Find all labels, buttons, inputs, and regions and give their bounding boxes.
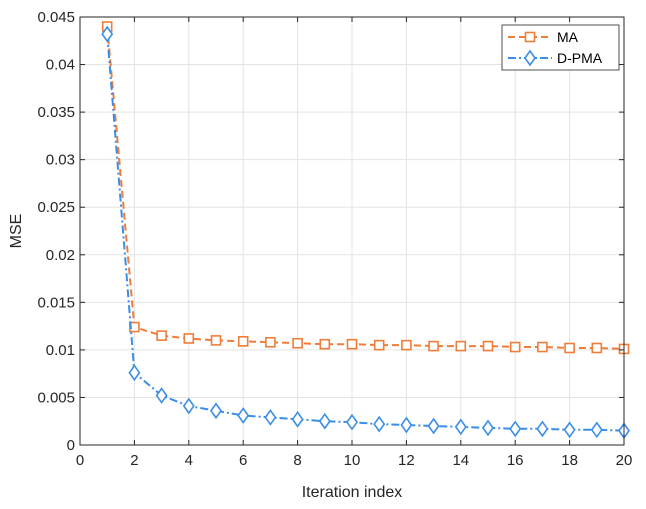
y-tick-label: 0.035 <box>37 104 75 121</box>
data-point-d-pma <box>128 364 141 382</box>
data-point-ma <box>319 338 331 350</box>
x-tick-label: 6 <box>239 452 247 469</box>
data-point-d-pma <box>536 420 549 438</box>
x-tick-label: 14 <box>452 452 469 469</box>
data-point-d-pma <box>563 421 576 439</box>
data-point-d-pma <box>291 410 304 428</box>
data-point-d-pma <box>237 407 250 424</box>
legend-ma-label: MA <box>557 29 579 45</box>
data-point-d-pma <box>400 416 413 434</box>
data-point-ma <box>482 340 494 352</box>
data-point-d-pma <box>509 420 522 438</box>
x-tick-label: 0 <box>76 452 84 469</box>
data-point-ma <box>210 335 222 346</box>
data-point-d-pma <box>590 421 603 439</box>
legend-entry-d-pma: D-PMA <box>508 49 603 67</box>
y-tick-label: 0.01 <box>46 342 75 359</box>
data-point-d-pma <box>318 412 331 430</box>
data-point-d-pma <box>373 415 386 433</box>
data-point-d-pma <box>210 402 222 420</box>
x-tick-label: 10 <box>344 452 361 469</box>
series-layer <box>101 21 630 440</box>
y-tick-label: 0.04 <box>46 57 75 74</box>
legend-ma-marker <box>524 31 536 43</box>
y-tick-label: 0.03 <box>46 152 75 169</box>
data-point-d-pma <box>182 397 195 415</box>
data-point-ma <box>509 341 521 353</box>
data-point-d-pma <box>482 419 494 437</box>
y-axis-title: MSE <box>8 214 25 249</box>
x-tick-label: 8 <box>293 452 301 469</box>
legend: MA D-PMA <box>501 24 620 71</box>
data-point-d-pma <box>264 409 277 426</box>
x-tick-label: 2 <box>130 452 138 469</box>
y-tick-label: 0 <box>67 437 75 454</box>
data-point-ma <box>292 337 303 349</box>
tick-labels: 0 2 4 6 8 10 12 14 16 18 20 0 0.005 0.01 0.015 0.02 0.02… <box>37 9 632 469</box>
x-axis-title: Iteration index <box>302 484 403 501</box>
data-point-ma <box>373 339 385 351</box>
legend-d-pma-label: D-PMA <box>557 50 603 66</box>
data-point-d-pma <box>155 387 168 404</box>
data-point-d-pma <box>427 417 440 435</box>
data-point-ma <box>591 342 603 354</box>
x-tick-label: 4 <box>185 452 193 469</box>
legend-entry-ma: MA <box>508 29 579 45</box>
data-point-ma <box>346 338 358 350</box>
x-tick-label: 18 <box>561 452 578 469</box>
legend-d-pma-marker <box>524 49 536 67</box>
data-point-ma <box>455 340 467 352</box>
data-point-ma <box>537 341 548 353</box>
legend-box <box>501 24 620 71</box>
y-tick-label: 0.005 <box>37 389 75 406</box>
data-point-ma <box>183 333 195 344</box>
data-point-d-pma <box>101 25 114 43</box>
data-point-d-pma <box>454 418 467 436</box>
data-point-ma <box>156 330 167 341</box>
data-point-ma <box>564 342 575 354</box>
axis-ticks <box>79 16 625 446</box>
y-tick-label: 0.02 <box>46 247 75 264</box>
y-tick-label: 0.045 <box>37 9 75 26</box>
y-tick-label: 0.015 <box>37 294 75 311</box>
data-point-d-pma <box>346 413 358 431</box>
y-tick-label: 0.025 <box>37 199 75 216</box>
x-tick-label: 12 <box>398 452 415 469</box>
x-tick-label: 20 <box>616 452 633 469</box>
data-point-ma <box>401 339 412 351</box>
data-point-ma <box>237 336 249 347</box>
data-point-ma <box>428 340 439 352</box>
x-tick-label: 16 <box>507 452 524 469</box>
data-point-ma <box>265 336 276 348</box>
